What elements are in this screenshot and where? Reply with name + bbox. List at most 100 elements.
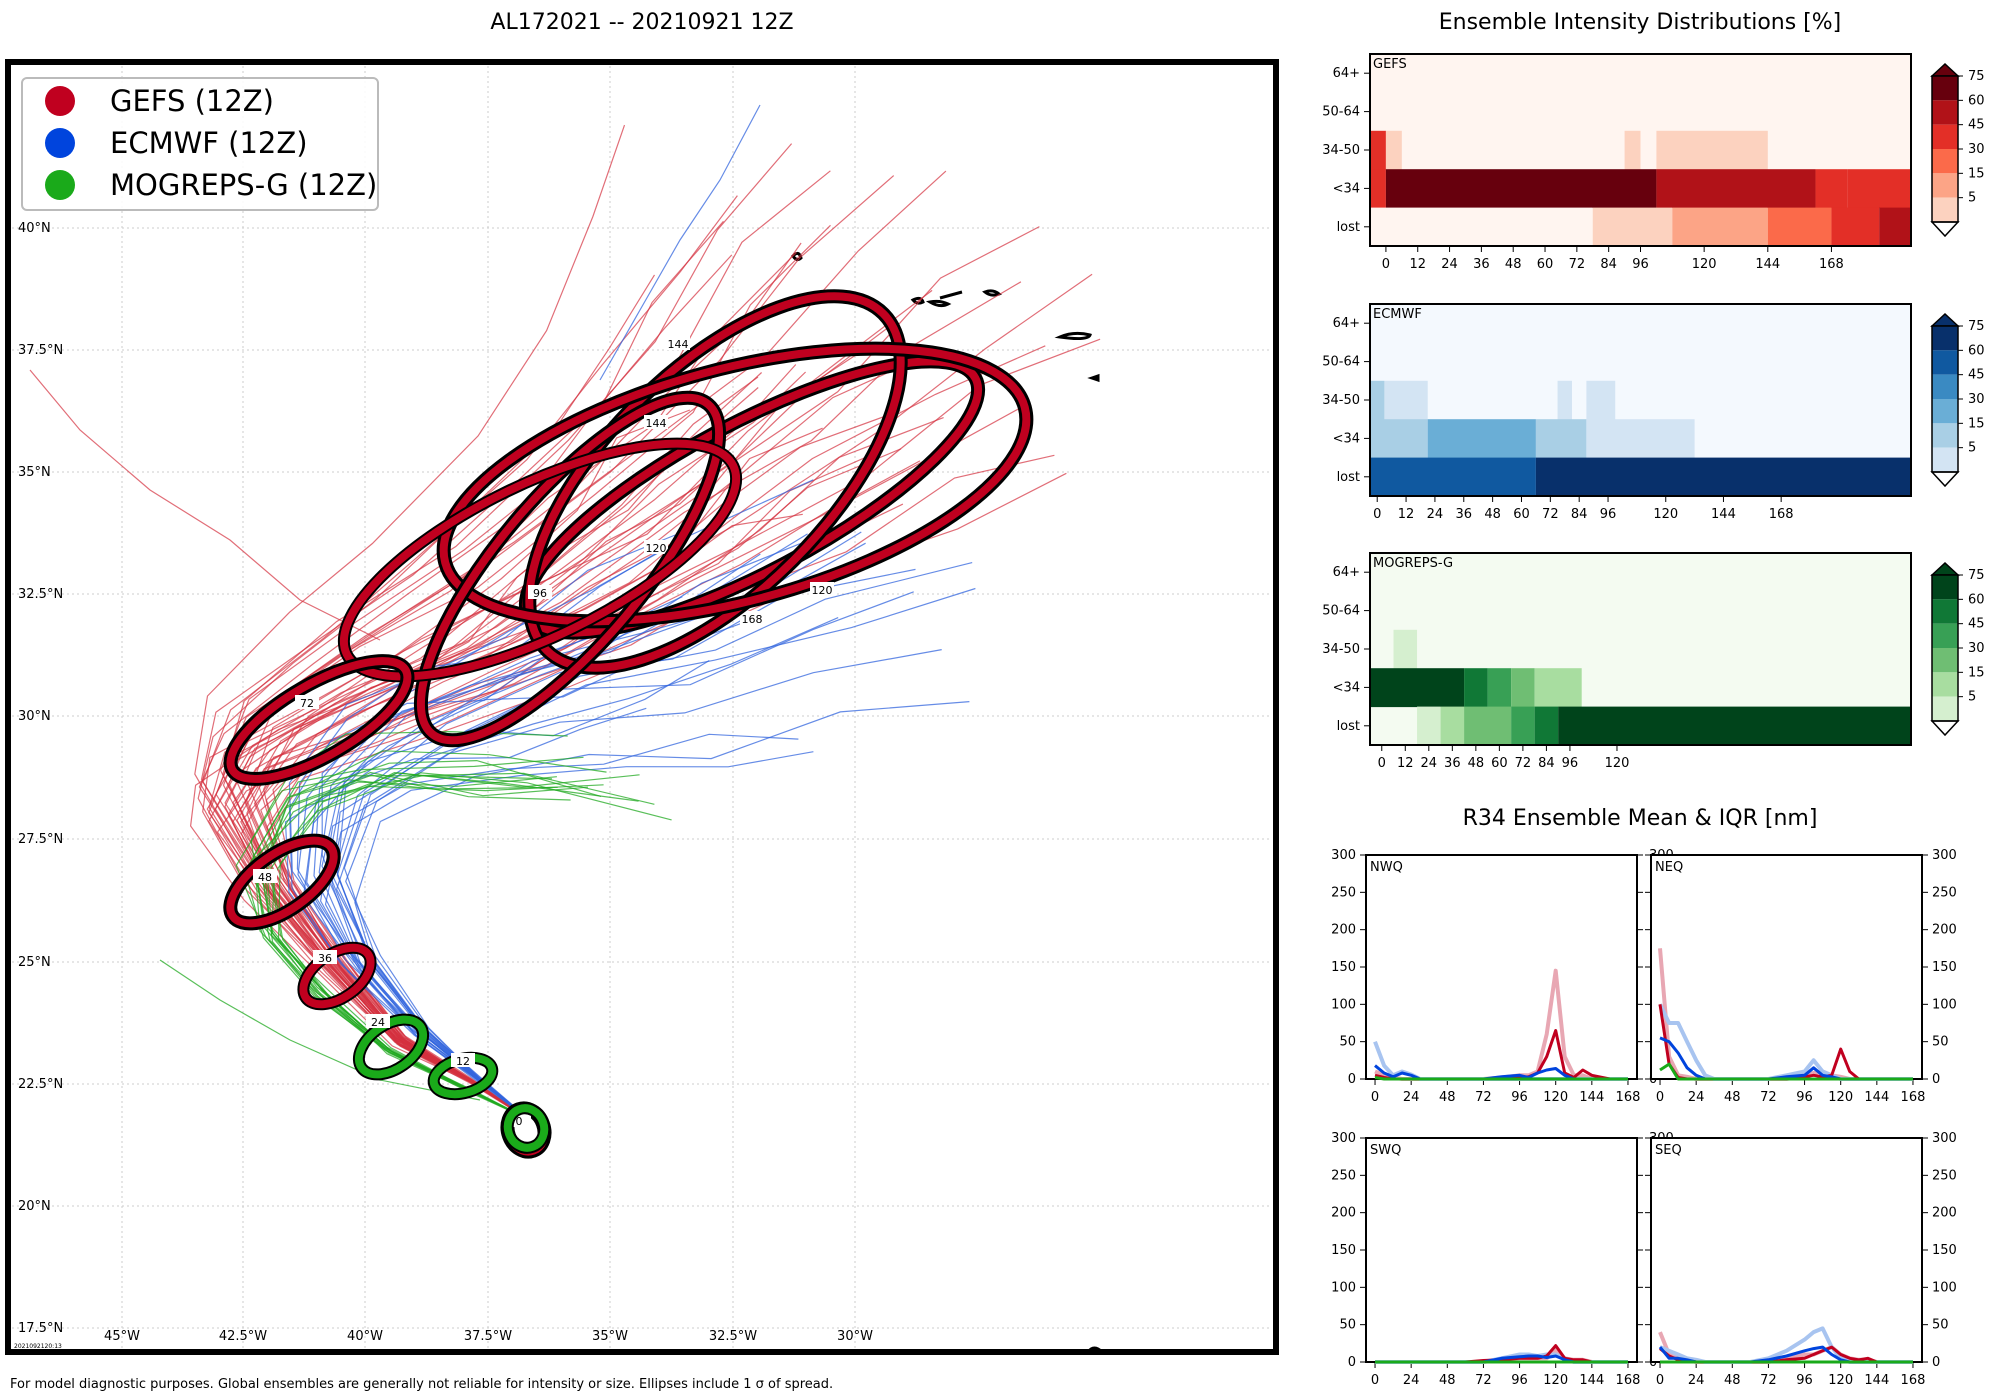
r34-x-label: 144 xyxy=(1864,1373,1889,1388)
ellipse-label-bg xyxy=(644,415,668,429)
heatmap-ecmwf: ECMWF 64+ 50-64 34-50 <34 lost 0 12 24 36 48 60 72 84… xyxy=(1322,303,1985,522)
ellipse-label-text: 120 xyxy=(646,542,667,555)
r34-y-label: 100 xyxy=(1932,997,1957,1012)
r34-y-label: 250 xyxy=(1331,1168,1356,1183)
heatmap-x-label: 60 xyxy=(1491,756,1508,771)
ellipse-label-bg xyxy=(313,950,337,964)
r34-y-label: 100 xyxy=(1331,1280,1356,1295)
heatmap-x-label: 84 xyxy=(1571,507,1588,522)
ellipse-label-text: 96 xyxy=(533,587,547,600)
r34-y-label: 50 xyxy=(1339,1035,1356,1050)
ellipse-label-text: 72 xyxy=(300,697,314,710)
island-5 xyxy=(1087,373,1100,383)
heatmap-row-label: <34 xyxy=(1333,181,1360,196)
uncertainty-ellipse xyxy=(226,836,338,928)
heatmap-row-label: 64+ xyxy=(1333,316,1360,331)
legend-marker-gefs xyxy=(45,86,75,116)
heatmap-mogreps-g: MOGREPS-G 64+ 50-64 34-50 <34 lost 0 12 24 36 48 60… xyxy=(1322,552,1985,771)
uncertainty-ellipse xyxy=(525,292,905,672)
island-4 xyxy=(1054,331,1092,341)
ellipse-label-bg xyxy=(366,1014,390,1028)
colorbar-tick-label: 45 xyxy=(1968,118,1985,133)
ensemble-track-line xyxy=(302,659,710,1121)
island-2 xyxy=(910,296,952,308)
r34-panels: NWQ0050501001001501502002002502503003000… xyxy=(1331,848,1957,1388)
lat-tick-label: 20°N xyxy=(18,1199,51,1214)
r34-x-label: 48 xyxy=(1724,1373,1741,1388)
legend-marker-mogreps xyxy=(45,170,75,200)
heatmap-row-label: 64+ xyxy=(1333,565,1360,580)
heatmap-cell xyxy=(1831,207,1880,247)
r34-y-label: 50 xyxy=(1932,1318,1949,1333)
heatmap-x-label: 24 xyxy=(1427,507,1444,522)
uncertainty-ellipse xyxy=(339,439,741,681)
heatmap-cell xyxy=(1487,668,1512,708)
heatmap-cell xyxy=(1370,419,1428,459)
heatmap-gefs: GEFS 64+ 50-64 34-50 <34 lost 0 12 24 36 48 60 72 84 9… xyxy=(1322,53,1985,272)
ellipse-hour-label: 96 xyxy=(528,585,552,600)
r34-y-label: 200 xyxy=(1331,923,1356,938)
lon-tick-label: 30°W xyxy=(837,1329,873,1344)
colorbar-band xyxy=(1932,648,1958,673)
heatmap-cell xyxy=(1511,668,1535,708)
map-timestamp: 2021092120:13 xyxy=(14,1343,62,1350)
colorbar-band xyxy=(1932,672,1958,697)
ellipse-label-text: 24 xyxy=(371,1016,385,1029)
ellipse-hour-label: 24 xyxy=(366,1014,390,1029)
colorbar-top-arrow xyxy=(1930,312,1960,327)
lon-tick-label: 40°W xyxy=(347,1329,383,1344)
legend-box xyxy=(21,77,379,211)
ellipse-label-bg xyxy=(666,336,690,350)
colorbar-band xyxy=(1932,197,1958,222)
r34-y-label: 100 xyxy=(1932,1280,1957,1295)
uncertainty-ellipse xyxy=(416,393,724,745)
heatmap-row-label: 34-50 xyxy=(1322,642,1360,657)
r34-frame xyxy=(1650,1137,1923,1363)
r34-frame xyxy=(1650,854,1923,1080)
heatmap-cell xyxy=(1370,457,1536,497)
ellipse-label-text: 144 xyxy=(646,417,667,430)
lat-tick-label: 25°N xyxy=(18,955,51,970)
island-1 xyxy=(791,251,803,262)
heatmap-x-label: 144 xyxy=(1711,507,1736,522)
colorbar-tick-label: 15 xyxy=(1968,665,1985,680)
ellipse-label-bg xyxy=(740,611,764,625)
heatmap-cell xyxy=(1557,380,1572,420)
colorbar-tick-label: 5 xyxy=(1968,690,1976,705)
r34-quadrant-label: SWQ xyxy=(1370,1143,1401,1158)
heatmap-cell xyxy=(1535,419,1587,459)
r34-x-label: 24 xyxy=(1688,1090,1705,1105)
heatmap-x-label: 48 xyxy=(1484,507,1501,522)
heatmap-x-label: 0 xyxy=(1373,507,1381,522)
r34-y-label: 250 xyxy=(1331,885,1356,900)
ellipse-label-bg xyxy=(644,540,668,554)
colorbar-top-arrow xyxy=(1930,62,1960,77)
r34-x-label: 48 xyxy=(1724,1090,1741,1105)
heatmap-model-label: ECMWF xyxy=(1373,307,1422,322)
legend-label-mogreps: MOGREPS-G (12Z) xyxy=(110,168,377,202)
ellipse-hour-label: 144 xyxy=(644,415,668,430)
r34-y-label: 150 xyxy=(1331,1243,1356,1258)
ellipse-label-bg xyxy=(528,585,552,599)
ellipse-hour-label: 144 xyxy=(666,336,690,351)
heatmap-x-label: 72 xyxy=(1569,257,1586,272)
colorbar-band xyxy=(1932,149,1958,174)
colorbar-band xyxy=(1932,599,1958,624)
ellipse-label-bg xyxy=(810,582,834,596)
footnote: For model diagnostic purposes. Global en… xyxy=(10,1377,833,1392)
ellipse-label-text: 36 xyxy=(318,952,332,965)
r34-x-label: 168 xyxy=(1901,1373,1926,1388)
heatmap-x-label: 48 xyxy=(1505,257,1522,272)
colorbar-band xyxy=(1932,124,1958,149)
r34-y-label: 50 xyxy=(1932,1035,1949,1050)
heatmap-cell xyxy=(1417,706,1441,746)
heatmap-cell xyxy=(1624,130,1641,170)
r34-x-label: 144 xyxy=(1579,1090,1604,1105)
ellipse-label-text: 144 xyxy=(668,338,689,351)
colorbar-band xyxy=(1932,623,1958,648)
r34-panel-seq: SEQ 0 50 100 150 200 250 300 0 24 48 72 96 120 144 168 xyxy=(1645,1131,1957,1388)
heatmap-row-label: <34 xyxy=(1333,680,1360,695)
heatmap-x-label: 96 xyxy=(1632,257,1649,272)
heatmap-x-label: 96 xyxy=(1562,756,1579,771)
